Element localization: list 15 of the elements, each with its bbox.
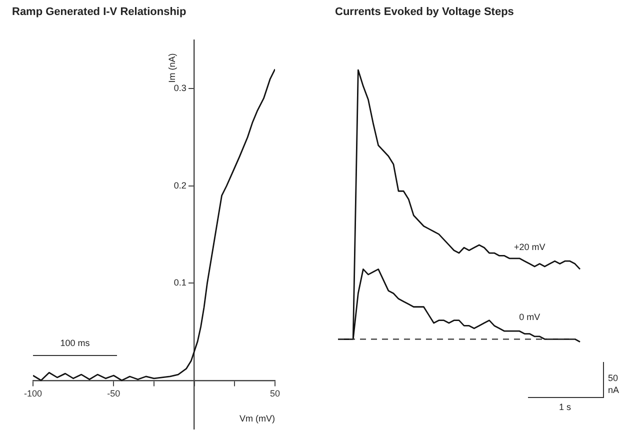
annotation: 100 ms bbox=[60, 338, 90, 348]
y-tick-label: 0.1 bbox=[174, 278, 186, 288]
x-axis-title: Vm (mV) bbox=[240, 413, 275, 424]
text: 50 nA bbox=[608, 372, 620, 396]
y-tick-label: 0.2 bbox=[174, 180, 186, 190]
x-tick-label: -100 bbox=[24, 388, 42, 398]
series-label: +20 mV bbox=[514, 242, 546, 252]
series-label: 0 mV bbox=[519, 312, 540, 322]
text: 1 s bbox=[558, 402, 572, 412]
x-tick-label: -50 bbox=[107, 388, 120, 398]
chart-title: Ramp Generated I-V Relationship bbox=[12, 6, 186, 18]
y-tick-label: 0.3 bbox=[174, 83, 186, 94]
y-axis-title: Im (nA) bbox=[166, 53, 177, 83]
x-tick-label: 50 bbox=[270, 388, 280, 398]
chart-title: Currents Evoked by Voltage Steps bbox=[335, 6, 514, 18]
